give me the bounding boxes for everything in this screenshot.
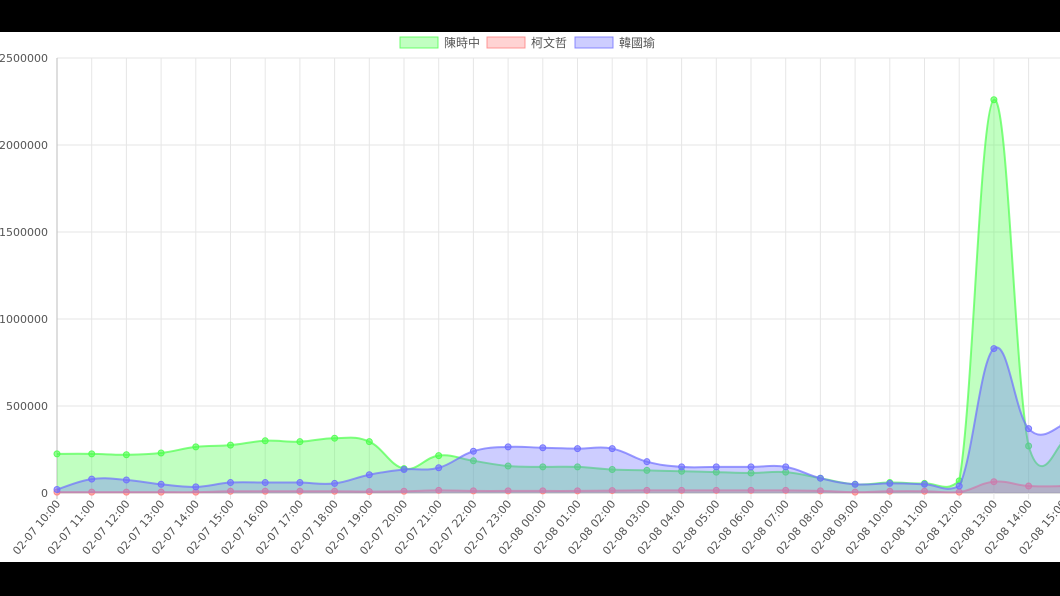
chart-frame: 0 500000 1000000 1500000 2000000 2500000 02-07… xyxy=(0,32,1060,562)
data-point-series-3 xyxy=(643,458,651,466)
data-point-series-1 xyxy=(227,441,234,449)
legend-item[interactable]: 柯文哲 xyxy=(486,35,567,50)
data-point-series-2 xyxy=(122,488,130,496)
data-point-series-3 xyxy=(955,482,963,490)
data-point-series-1 xyxy=(469,457,477,465)
legend-label: 柯文哲 xyxy=(531,35,567,50)
data-point-series-2 xyxy=(539,487,547,495)
data-point-series-2 xyxy=(296,487,304,495)
data-point-series-2 xyxy=(643,486,651,494)
data-point-series-2 xyxy=(400,487,408,495)
data-point-series-3 xyxy=(678,463,686,471)
data-point-series-2 xyxy=(608,487,616,495)
data-point-series-2 xyxy=(574,487,581,495)
data-point-series-2 xyxy=(886,487,894,495)
data-point-series-3 xyxy=(365,471,373,479)
data-point-series-3 xyxy=(816,474,824,482)
data-point-series-3 xyxy=(712,463,720,471)
legend-swatch xyxy=(574,36,614,49)
legend-item[interactable]: 陳時中 xyxy=(399,35,480,50)
data-point-series-1 xyxy=(122,451,130,459)
data-point-series-3 xyxy=(469,447,477,455)
data-point-series-3 xyxy=(782,463,790,471)
data-point-series-2 xyxy=(331,487,339,495)
data-point-series-3 xyxy=(261,479,269,487)
data-point-series-1 xyxy=(539,463,547,471)
data-point-series-1 xyxy=(365,438,373,446)
legend: 陳時中 柯文哲 韓國瑜 xyxy=(399,35,655,50)
series-area-3 xyxy=(57,347,1060,493)
y-tick-label: 1000000 xyxy=(0,313,48,326)
data-point-series-3 xyxy=(192,483,200,491)
y-tick-label: 1500000 xyxy=(0,226,48,239)
series-line-1 xyxy=(56,98,1060,488)
data-point-series-1 xyxy=(261,437,269,445)
data-point-series-3 xyxy=(157,480,165,488)
data-point-series-3 xyxy=(88,475,96,483)
data-point-series-1 xyxy=(157,449,165,457)
data-point-series-2 xyxy=(88,488,96,496)
legend-label: 陳時中 xyxy=(444,35,480,50)
data-point-series-1 xyxy=(331,434,339,442)
legend-swatch xyxy=(399,36,439,49)
area-chart: 0 500000 1000000 1500000 2000000 2500000 02-07… xyxy=(0,35,1060,558)
data-point-series-3 xyxy=(921,480,928,488)
data-point-series-3 xyxy=(435,464,443,472)
data-point-series-2 xyxy=(782,486,790,494)
y-tick-label: 500000 xyxy=(6,400,48,413)
data-point-series-3 xyxy=(331,479,339,487)
data-point-series-2 xyxy=(1025,482,1033,490)
data-point-series-2 xyxy=(365,488,373,496)
data-point-series-3 xyxy=(400,466,408,474)
data-point-series-1 xyxy=(608,466,616,474)
data-point-series-3 xyxy=(122,476,130,484)
data-point-series-3 xyxy=(1025,425,1033,433)
data-point-series-1 xyxy=(192,443,200,451)
y-tick-label: 2000000 xyxy=(0,139,48,152)
legend-item[interactable]: 韓國瑜 xyxy=(574,35,655,50)
data-point-series-1 xyxy=(504,462,512,470)
grid xyxy=(56,57,1060,499)
data-point-series-2 xyxy=(816,487,824,495)
series-area-1 xyxy=(57,99,1060,493)
data-point-series-3 xyxy=(574,445,581,453)
y-axis-labels: 0 500000 1000000 1500000 2000000 2500000 xyxy=(0,52,48,500)
data-point-series-2 xyxy=(227,487,234,495)
data-point-series-2 xyxy=(469,487,477,495)
data-point-series-3 xyxy=(53,486,61,494)
data-point-series-3 xyxy=(539,444,547,452)
data-point-series-2 xyxy=(747,486,755,494)
data-point-series-3 xyxy=(227,479,234,487)
data-point-series-3 xyxy=(504,443,512,451)
data-point-series-3 xyxy=(747,463,755,471)
legend-label: 韓國瑜 xyxy=(619,35,655,50)
data-point-series-1 xyxy=(53,450,61,458)
data-point-series-1 xyxy=(88,450,96,458)
data-point-series-3 xyxy=(886,479,894,487)
data-point-series-2 xyxy=(261,487,269,495)
plot-area xyxy=(53,96,1060,496)
data-point-series-2 xyxy=(921,487,928,495)
data-point-series-1 xyxy=(574,463,581,471)
data-point-series-2 xyxy=(678,486,686,494)
data-point-series-3 xyxy=(608,445,616,453)
data-point-series-2 xyxy=(157,488,165,496)
y-tick-label: 0 xyxy=(41,487,48,500)
data-point-series-1 xyxy=(435,452,443,460)
data-point-series-2 xyxy=(851,488,859,496)
data-point-series-3 xyxy=(296,479,304,487)
data-point-series-2 xyxy=(504,487,512,495)
y-tick-label: 2500000 xyxy=(0,52,48,65)
data-point-series-2 xyxy=(712,486,720,494)
data-point-series-3 xyxy=(851,480,859,488)
data-point-series-2 xyxy=(990,478,998,486)
data-point-series-3 xyxy=(990,345,998,353)
data-point-series-1 xyxy=(643,466,651,474)
legend-swatch xyxy=(486,36,526,49)
data-point-series-1 xyxy=(296,438,304,446)
data-point-series-2 xyxy=(435,486,443,494)
data-point-series-1 xyxy=(990,96,998,104)
data-point-series-1 xyxy=(1025,442,1033,450)
